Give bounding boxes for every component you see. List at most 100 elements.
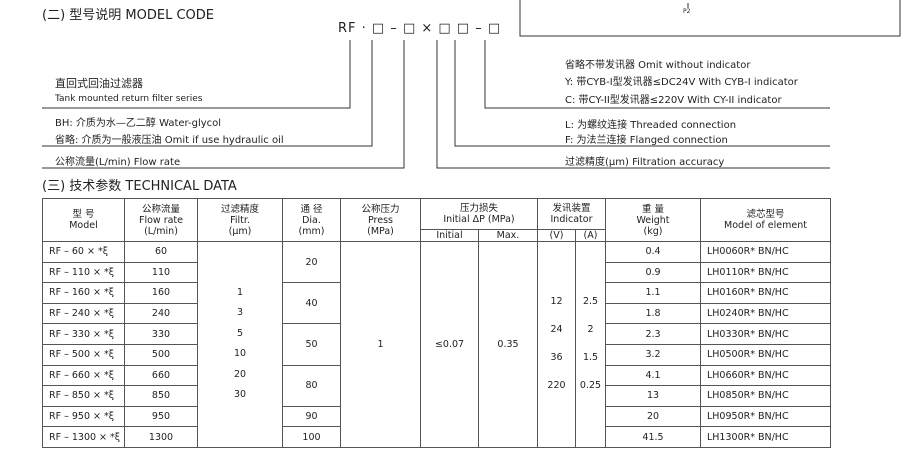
diameter-cell: 100 — [282, 426, 341, 448]
header-cell-line: 重 量 — [641, 203, 665, 215]
flow-cell: 240 — [124, 302, 198, 325]
header-cell-line: Filtr. — [230, 214, 250, 226]
indicator: 省略不带发讯器 Omit without indicator — [565, 60, 751, 71]
current-cell: 2.5 2 1.5 0.25 — [575, 241, 606, 448]
cell-line: 220 — [547, 380, 566, 392]
weight-cell: 1.8 — [605, 302, 701, 325]
cell-line: 20 — [233, 368, 247, 380]
filtration-label: 过滤精度(μm) Filtration accuracy — [565, 157, 725, 168]
header-cell: (V) — [537, 229, 576, 242]
element-cell: LH0240R* BN/HC — [700, 302, 831, 325]
header-cell-line: Initial ΔP (MPa) — [443, 214, 515, 225]
header-cell: Initial — [420, 229, 479, 242]
header-cell-line: (kg) — [643, 225, 663, 237]
flow-cell: 110 — [124, 261, 198, 284]
model-cell: RF – 160 × *ξ — [42, 282, 125, 304]
initial-cell: ≤0.07 — [420, 241, 479, 448]
header-cell: (A) — [575, 229, 606, 242]
title-text: (二) 型号说明 MODEL CODE — [42, 8, 214, 23]
diameter-cell: 40 — [282, 282, 341, 325]
element-cell: LH0500R* BN/HC — [700, 343, 831, 366]
header-cell-line: Weight — [636, 214, 670, 226]
header-row: 型 号 Model 公称流量 Flow rate (L/min) 过滤精度 Filtr. (μ… — [42, 198, 831, 242]
cell-line: 3 — [236, 307, 244, 319]
medium: BH: 介质为水—乙二醇 Water-glycol — [55, 118, 222, 129]
title: (二) 型号说明 MODEL CODE — [42, 4, 214, 23]
series-line — [42, 40, 351, 109]
cell-line: 36 — [550, 352, 563, 364]
diameter-cell: 20 — [282, 240, 341, 284]
filtration-cell: 1 3 5 10 20 30 — [197, 241, 283, 448]
cell-line: 0.25 — [579, 380, 602, 392]
element-cell: LH0060R* BN/HC — [700, 241, 831, 263]
connection: L: 为螺纹连接 Threaded connection — [565, 120, 737, 131]
header-cell: 公称流量 Flow rate (L/min) — [124, 198, 198, 242]
diagram-frame — [519, 0, 901, 37]
max-cell: 0.35 — [478, 241, 538, 448]
section-title-text: (三) 技术参数 TECHNICAL DATA — [42, 179, 237, 194]
weight-cell: 2.3 — [605, 323, 701, 345]
header-cell-line: 公称流量 — [141, 203, 180, 215]
flow-cell: 950 — [124, 405, 198, 428]
element-cell: LH0110R* BN/HC — [700, 261, 831, 284]
section-title: (三) 技术参数 TECHNICAL DATA — [42, 175, 237, 194]
header-cell-line: Dia. — [302, 214, 321, 226]
weight-cell: 0.9 — [605, 261, 701, 284]
diameter-cell: 50 — [282, 323, 341, 366]
indicator-line — [484, 40, 830, 109]
header-cell-line: Model of element — [724, 220, 807, 231]
header-cell-line: 过滤精度 — [220, 203, 259, 215]
model-cell: RF – 850 × *ξ — [42, 385, 125, 407]
header-cell: Max. — [478, 229, 538, 242]
element-cell: LH0330R* BN/HC — [700, 323, 831, 345]
cell-line: 5 — [236, 327, 244, 339]
element-cell: LH1300R* BN/HC — [700, 426, 831, 448]
header-cell-line: 通 径 — [300, 203, 323, 215]
diameter-cell: 90 — [282, 405, 341, 428]
header-cell-line: (MPa) — [367, 225, 394, 237]
flow-cell: 330 — [124, 323, 198, 345]
weight-cell: 3.2 — [605, 343, 701, 366]
model-cell: RF – 60 × *ξ — [42, 241, 125, 263]
element-cell: LH0850R* BN/HC — [700, 385, 831, 407]
element-cell: LH0160R* BN/HC — [700, 282, 831, 304]
cell-line: 24 — [550, 324, 563, 336]
header-cell-line: Model — [69, 220, 98, 231]
data-row: RF – 950 × *ξ 950 90 20 LH0950R* BN/HC — [42, 405, 831, 428]
code-lines — [42, 0, 901, 169]
medium: 省略: 介质为一般液压油 Omit if use hydraulic oil — [55, 135, 284, 146]
leader-lines — [42, 40, 830, 169]
data-row: RF – 660 × *ξ 660 80 4.1 LH0660R* BN/HC — [42, 364, 831, 407]
header-cell: 重 量 Weight (kg) — [605, 198, 701, 242]
model-cell: RF – 330 × *ξ — [42, 323, 125, 345]
indicator: Y: 带CYB-I型发讯器≤DC24V With CYB-I indicator — [565, 77, 798, 88]
model-code: RF · □ – □ × □ □ – □ — [338, 21, 502, 36]
header-cell-line: (mm) — [298, 225, 325, 237]
voltage-cell: 12 24 36 220 — [537, 241, 576, 448]
weight-cell: 0.4 — [605, 241, 701, 263]
header-cell-line: Indicator — [550, 214, 593, 225]
flow-label: 公称流量(L/min) Flow rate — [55, 157, 181, 168]
cell-line: 2 — [587, 324, 594, 336]
header-cell-line: 压力损失 — [459, 203, 498, 214]
data-row: RF – 60 × *ξ 60 1 3 5 10 20 30 20 1 ≤0.07 0.35 12 24 3… — [42, 240, 831, 448]
data-row: RF – 1300 × *ξ 1300 100 41.5 LH1300R* BN/HC — [42, 426, 831, 448]
weight-cell: 1.1 — [605, 282, 701, 304]
model-cell: RF – 500 × *ξ — [42, 343, 125, 366]
flow-cell: 850 — [124, 385, 198, 407]
header-cell-line: 型 号 — [72, 209, 95, 220]
weight-cell: 41.5 — [605, 426, 701, 448]
corner-label: P2 — [683, 8, 691, 15]
header-cell: 滤芯型号 Model of element — [700, 198, 831, 242]
medium-line — [42, 40, 373, 147]
cell-line: 1 — [236, 286, 244, 298]
flow-cell: 60 — [124, 241, 198, 263]
element-cell: LH0950R* BN/HC — [700, 405, 831, 428]
header-cell: 过滤精度 Filtr. (μm) — [197, 198, 283, 242]
model-cell: RF – 950 × *ξ — [42, 405, 125, 428]
header-cell-line: 滤芯型号 — [746, 209, 785, 220]
header-cell: 压力损失 Initial ΔP (MPa) — [420, 198, 538, 230]
spec-table: 型 号 Model 公称流量 Flow rate (L/min) 过滤精度 Filtr. (μ… — [42, 198, 831, 448]
model-cell: RF – 660 × *ξ — [42, 364, 125, 387]
